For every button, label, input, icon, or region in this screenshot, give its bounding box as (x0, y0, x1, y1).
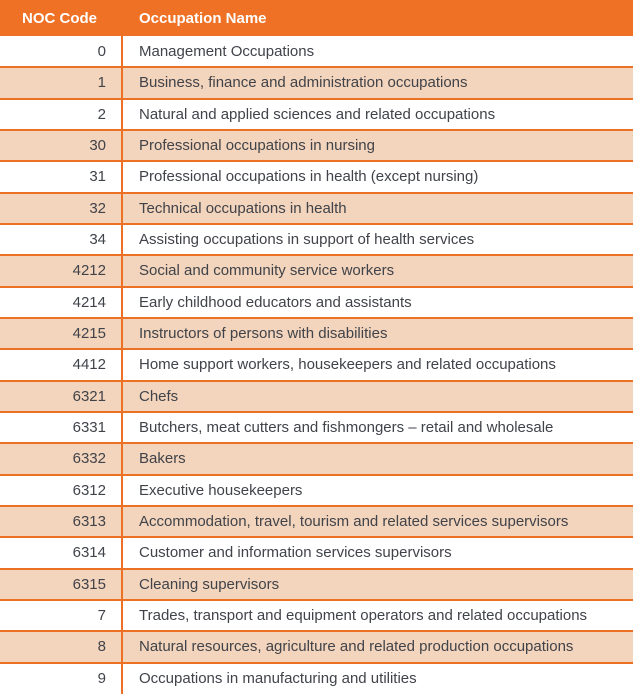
table-row: 6332 Bakers (0, 443, 633, 476)
noc-code-cell: 8 (0, 631, 123, 664)
occupation-name-cell: Cleaning supervisors (122, 568, 633, 601)
occupation-name-cell: Instructors of persons with disabilities (122, 317, 633, 351)
table-row: 1 Business, finance and administration o… (0, 67, 633, 100)
table-row: 6313 Accommodation, travel, tourism and … (0, 505, 633, 539)
occupation-name-cell: Home support workers, housekeepers and r… (122, 349, 633, 382)
noc-code-cell: 31 (0, 161, 123, 194)
occupation-name-cell: Professional occupations in health (exce… (122, 161, 633, 194)
occupation-name-cell: Early childhood educators and assistants (122, 286, 633, 319)
noc-code-cell: 32 (0, 192, 123, 225)
table-row: 34 Assisting occupations in support of h… (0, 223, 633, 257)
noc-code-cell: 6312 (0, 474, 123, 507)
table-row: 7 Trades, transport and equipment operat… (0, 599, 633, 633)
noc-code-cell: 4212 (0, 255, 123, 288)
occupation-name-cell: Butchers, meat cutters and fishmongers –… (122, 411, 633, 445)
table-body: 0 Management Occupations 1 Business, fin… (0, 36, 633, 694)
noc-code-cell: 30 (0, 129, 123, 163)
occupation-name-cell: Executive housekeepers (122, 474, 633, 507)
occupation-name-cell: Management Occupations (122, 36, 633, 69)
noc-code-cell: 9 (0, 662, 123, 694)
table-row: 4212 Social and community service worker… (0, 255, 633, 288)
table-row: 0 Management Occupations (0, 36, 633, 69)
occupation-name-cell: Business, finance and administration occ… (122, 67, 633, 100)
noc-code-cell: 6314 (0, 537, 123, 570)
table-row: 4215 Instructors of persons with disabil… (0, 317, 633, 351)
table-header: NOC Code Occupation Name (0, 0, 633, 36)
occupation-name-cell: Occupations in manufacturing and utiliti… (122, 662, 633, 694)
noc-code-cell: 4215 (0, 317, 123, 351)
noc-code-cell: 4412 (0, 349, 123, 382)
table-row: 8 Natural resources, agriculture and rel… (0, 631, 633, 664)
noc-code-cell: 0 (0, 36, 123, 69)
occupation-name-cell: Customer and information services superv… (122, 537, 633, 570)
table-row: 32 Technical occupations in health (0, 192, 633, 225)
noc-code-cell: 1 (0, 67, 123, 100)
noc-code-cell: 6313 (0, 505, 123, 539)
noc-code-cell: 7 (0, 599, 123, 633)
occupation-name-cell: Chefs (122, 380, 633, 413)
table-row: 31 Professional occupations in health (e… (0, 161, 633, 194)
occupation-name-cell: Natural and applied sciences and related… (122, 98, 633, 131)
occupation-name-cell: Social and community service workers (122, 255, 633, 288)
table-row: 9 Occupations in manufacturing and utili… (0, 662, 633, 694)
table-row: 6314 Customer and information services s… (0, 537, 633, 570)
noc-code-cell: 2 (0, 98, 123, 131)
table-row: 2 Natural and applied sciences and relat… (0, 98, 633, 131)
occupation-name-cell: Accommodation, travel, tourism and relat… (122, 505, 633, 539)
noc-code-cell: 6332 (0, 443, 123, 476)
occupation-name-cell: Technical occupations in health (122, 192, 633, 225)
table-row: 6331 Butchers, meat cutters and fishmong… (0, 411, 633, 445)
occupation-name-cell: Assisting occupations in support of heal… (122, 223, 633, 257)
column-header-occupation-name: Occupation Name (122, 0, 633, 36)
occupation-name-cell: Natural resources, agriculture and relat… (122, 631, 633, 664)
noc-code-cell: 4214 (0, 286, 123, 319)
table-row: 4412 Home support workers, housekeepers … (0, 349, 633, 382)
occupation-name-cell: Professional occupations in nursing (122, 129, 633, 163)
noc-code-cell: 6315 (0, 568, 123, 601)
table-row: 6315 Cleaning supervisors (0, 568, 633, 601)
occupation-name-cell: Trades, transport and equipment operator… (122, 599, 633, 633)
table-row: 6321 Chefs (0, 380, 633, 413)
table-row: 4214 Early childhood educators and assis… (0, 286, 633, 319)
header-row: NOC Code Occupation Name (0, 0, 633, 36)
table-row: 6312 Executive housekeepers (0, 474, 633, 507)
occupation-name-cell: Bakers (122, 443, 633, 476)
column-header-noc-code: NOC Code (0, 0, 123, 36)
noc-code-cell: 34 (0, 223, 123, 257)
table-row: 30 Professional occupations in nursing (0, 129, 633, 163)
noc-code-cell: 6331 (0, 411, 123, 445)
noc-code-cell: 6321 (0, 380, 123, 413)
